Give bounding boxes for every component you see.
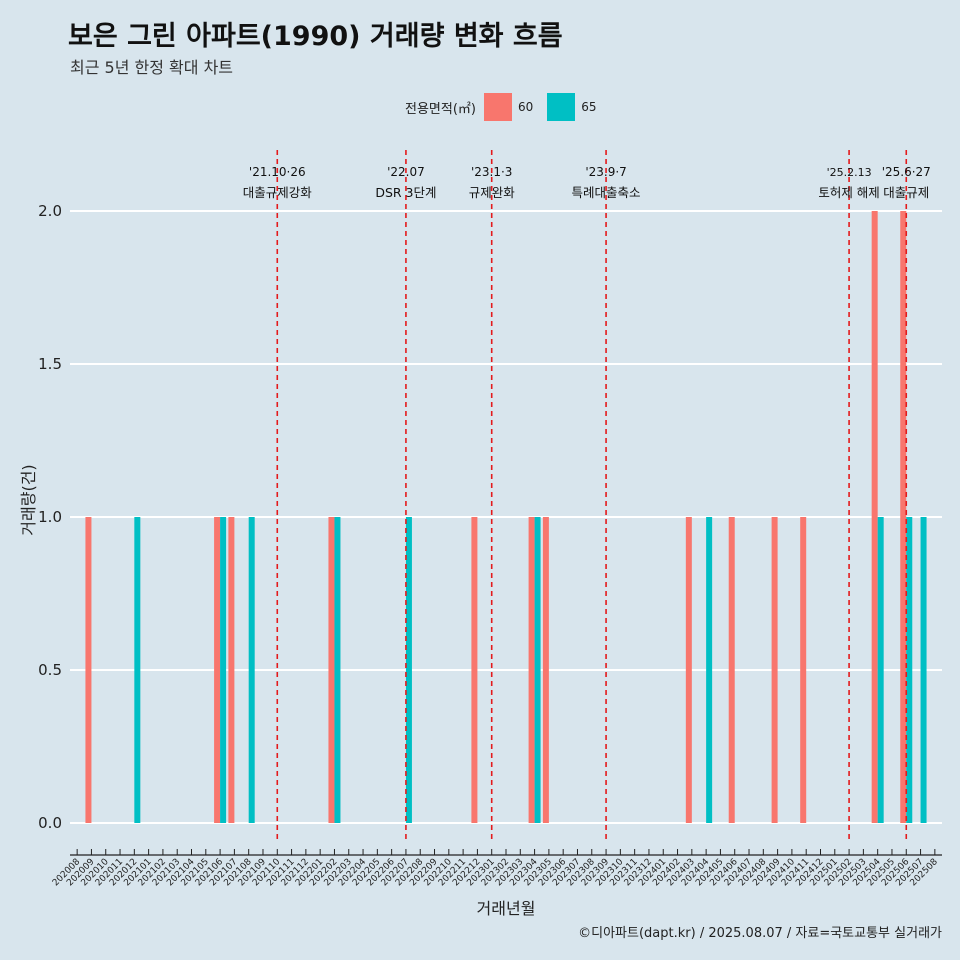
event-label: 대출규제 [883,185,929,200]
legend: 전용면적(㎡) 60 65 [405,93,603,121]
bar-65-202202 [334,517,341,823]
event-label: DSR 3단계 [375,185,436,200]
bar-60-202009 [85,517,92,823]
chart-subtitle: 최근 5년 한정 확대 차트 [70,58,234,77]
event-date: '25.2.13 [827,166,872,179]
event-date: '21.10·26 [249,165,306,179]
bar-60-202406 [728,517,735,823]
chart-title: 보은 그린 아파트(1990) 거래량 변화 흐름 [68,21,563,52]
bar-60-202305 [542,517,549,823]
bar-65-202304 [534,517,541,823]
bar-60-202107 [228,517,235,823]
bar-60-202202 [328,517,335,823]
y-tick-label: 1.0 [38,508,62,526]
legend-title: 전용면적(㎡) [405,101,476,117]
bar-60-202411 [800,517,807,823]
bar-60-202409 [771,517,778,823]
legend-key-65 [547,93,576,121]
bar-60-202403 [685,517,692,823]
bar-60-202106 [214,517,221,823]
y-tick-label: 0.5 [38,661,62,679]
event-date: '22.07 [387,165,425,179]
bar-65-202012 [134,517,141,823]
legend-label-60: 60 [517,100,534,114]
event-date: '23.1·3 [471,165,512,179]
bar-65-202507 [920,517,927,823]
y-axis-title: 거래량(건) [19,464,38,535]
legend-key-60 [483,93,512,121]
bar-65-202207 [405,517,412,823]
event-label: 규제완화 [469,185,516,200]
bar-60-202212 [471,517,478,823]
legend-label-65: 65 [581,100,597,114]
y-tick-label: 2.0 [38,202,62,220]
event-label: 대출규제강화 [243,185,313,200]
event-label: 토허제 해제 [818,185,879,200]
y-tick-label: 0.0 [38,814,62,832]
bar-65-202108 [248,517,255,823]
event-date: '25.6·27 [882,165,931,179]
bar-65-202106 [220,517,227,823]
y-tick-label: 1.5 [38,355,62,373]
bar-60-202506 [900,211,907,823]
x-axis-title: 거래년월 [477,899,536,918]
bar-60-202304 [528,517,535,823]
event-label: 특례대출축소 [572,185,641,200]
bar-60-202504 [871,211,878,823]
bar-65-202504 [877,517,884,823]
bar-65-202404 [706,517,713,823]
event-date: '23.9·7 [585,165,626,179]
source-caption: ©디아파트(dapt.kr) / 2025.08.07 / 자료=국토교통부 실… [578,926,942,941]
bar-65-202506 [906,517,913,823]
